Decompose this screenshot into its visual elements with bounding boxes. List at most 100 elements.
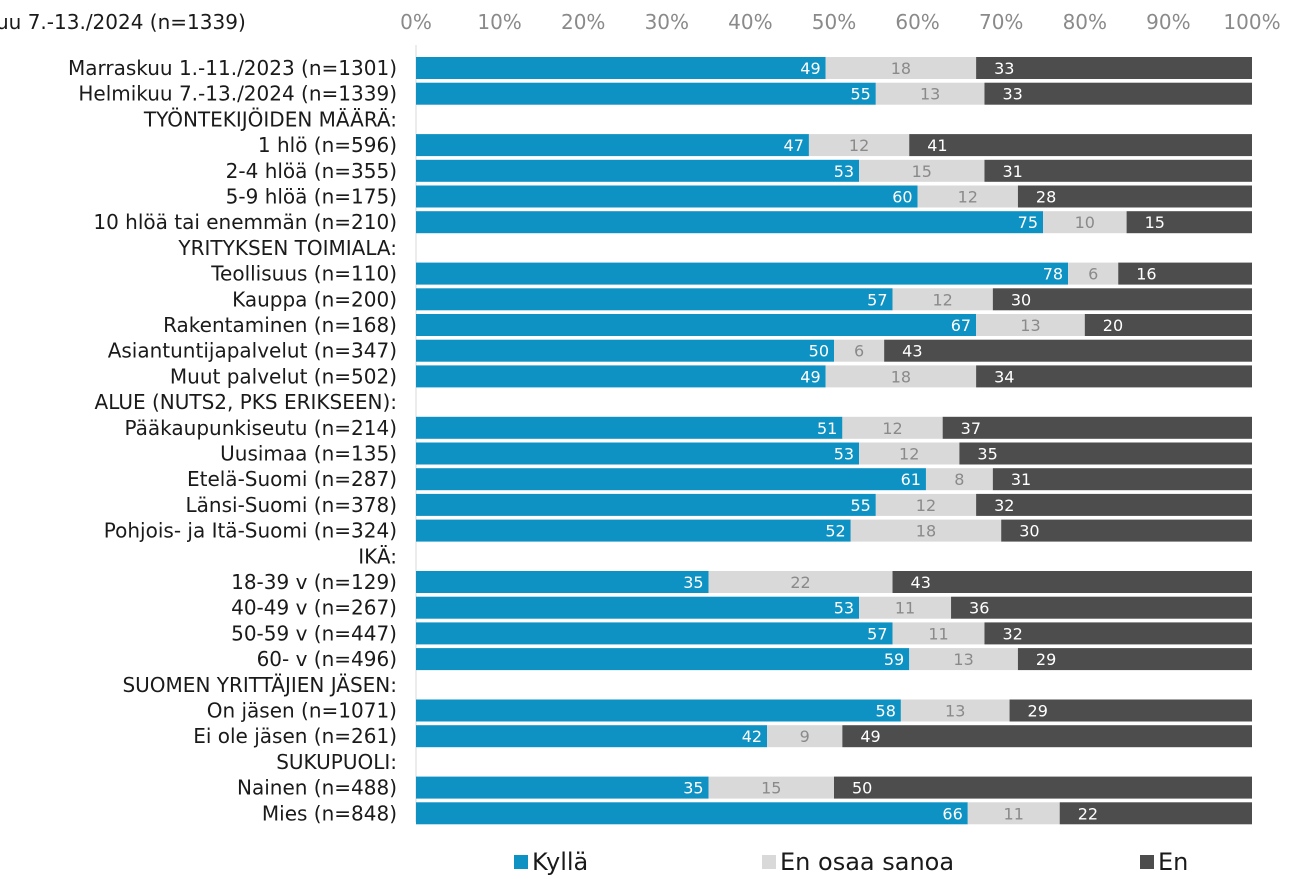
- x-tick-label: 70%: [979, 10, 1023, 34]
- category-label: Marraskuu 1.-11./2023 (n=1301): [68, 56, 397, 80]
- bar-segment: [976, 493, 1252, 516]
- bar-segment: [1068, 262, 1119, 285]
- bar-segment: [1126, 211, 1252, 234]
- data-label: 55: [850, 85, 870, 104]
- data-label: 6: [854, 342, 864, 361]
- bar-segment: [1001, 519, 1252, 542]
- bar-segment: [917, 185, 1018, 208]
- category-label: Muut palvelut (n=502): [170, 364, 397, 388]
- bar-row: 53 15 31: [416, 159, 1252, 182]
- bar-segment: [416, 596, 860, 619]
- x-axis-ticks: 0% 10% 20% 30% 40% 50% 60% 70% 80% 90% 100%: [400, 10, 1280, 34]
- bar-row: 47 12 41: [416, 134, 1252, 157]
- data-label: 67: [951, 316, 971, 335]
- data-label: 18: [891, 59, 911, 78]
- data-label: 13: [953, 650, 973, 669]
- data-label: 49: [800, 59, 820, 78]
- legend-label: Kyllä: [532, 848, 588, 876]
- bar-segment: [909, 648, 1018, 671]
- data-label: 36: [969, 599, 989, 618]
- bar-segment: [825, 57, 977, 79]
- data-label: 57: [867, 624, 887, 643]
- x-tick-label: 30%: [645, 10, 689, 34]
- bar-segment: [892, 288, 993, 311]
- data-label: 55: [850, 496, 870, 515]
- bar-row: 53 11 36: [416, 596, 1252, 619]
- data-label: 52: [825, 522, 845, 541]
- legend-swatch: [1140, 855, 1154, 869]
- bar-segment: [976, 57, 1252, 79]
- legend-label: En: [1158, 848, 1188, 876]
- data-label: 16: [1136, 265, 1156, 284]
- data-label: 15: [912, 162, 932, 181]
- group-header-label: SUOMEN YRITTÄJIEN JÄSEN:: [122, 673, 397, 697]
- bar-segment: [416, 622, 893, 645]
- data-label: 10: [1075, 213, 1095, 232]
- data-label: 13: [945, 702, 965, 721]
- data-label: 13: [920, 85, 940, 104]
- bar-segment: [984, 82, 1252, 105]
- data-label: 32: [994, 496, 1014, 515]
- bar-row: 50 6 43: [416, 339, 1252, 362]
- bar-row: 49 18 34: [416, 365, 1252, 388]
- group-header-label: ALUE (NUTS2, PKS ERIKSEEN):: [95, 390, 397, 414]
- data-label: 50: [809, 342, 829, 361]
- bar-row: 58 13 29: [416, 699, 1252, 722]
- data-label: 35: [683, 573, 703, 592]
- bar-segment: [416, 314, 977, 336]
- bar-segment: [416, 185, 918, 208]
- bar-segment: [875, 82, 985, 105]
- data-label: 51: [817, 419, 837, 438]
- bar-segment: [834, 776, 1252, 799]
- data-label: 37: [961, 419, 981, 438]
- bar-segment: [416, 571, 709, 593]
- bar-segment: [875, 493, 977, 516]
- bar-segment: [892, 622, 985, 645]
- data-label: 11: [928, 624, 948, 643]
- bar-segment: [416, 82, 876, 105]
- data-label: 18: [891, 367, 911, 386]
- bar-row: 57 11 32: [416, 622, 1252, 645]
- x-tick-label: 60%: [895, 10, 939, 34]
- data-label: 11: [895, 599, 915, 618]
- category-label: Pääkaupunkiseutu (n=214): [124, 416, 397, 440]
- bar-segment: [708, 776, 834, 799]
- bar-segment: [842, 416, 943, 439]
- category-label: Ei ole jäsen (n=261): [193, 724, 397, 748]
- data-label: 43: [902, 342, 922, 361]
- bar-segment: [909, 134, 1252, 157]
- bar-row: 57 12 30: [416, 288, 1252, 311]
- data-label: 59: [884, 650, 904, 669]
- data-label: 28: [1036, 188, 1056, 207]
- bar-segment: [984, 159, 1252, 182]
- bar-row: 75 10 15: [416, 211, 1252, 234]
- data-label: 12: [849, 136, 869, 155]
- category-label: Asiantuntijapalvelut (n=347): [108, 339, 397, 363]
- data-label: 47: [784, 136, 804, 155]
- bar-row: 55 13 33: [416, 82, 1252, 105]
- bar-segment: [416, 468, 926, 491]
- x-tick-label: 80%: [1063, 10, 1107, 34]
- bar-segment: [416, 802, 968, 825]
- category-label: 5-9 hlöä (n=175): [226, 185, 397, 209]
- data-label: 49: [800, 367, 820, 386]
- category-label: Pohjois- ja Itä-Suomi (n=324): [104, 519, 397, 543]
- bar-segment: [416, 211, 1043, 234]
- bar-segment: [925, 468, 993, 491]
- bar-segment: [884, 339, 1252, 362]
- bar-segment: [1118, 262, 1252, 285]
- category-label: Kauppa (n=200): [232, 287, 397, 311]
- bar-segment: [1059, 802, 1252, 825]
- group-header-label: IKÄ:: [358, 544, 397, 568]
- bar-row: 59 13 29: [416, 648, 1252, 671]
- bar-segment: [416, 365, 826, 388]
- data-label: 9: [800, 727, 810, 746]
- bar-segment: [834, 339, 885, 362]
- data-label: 22: [1078, 804, 1098, 823]
- bar-segment: [416, 288, 893, 311]
- data-label: 15: [761, 779, 781, 798]
- category-label: On jäsen (n=1071): [207, 699, 397, 723]
- category-label: Nainen (n=488): [237, 776, 397, 800]
- data-label: 8: [954, 470, 964, 489]
